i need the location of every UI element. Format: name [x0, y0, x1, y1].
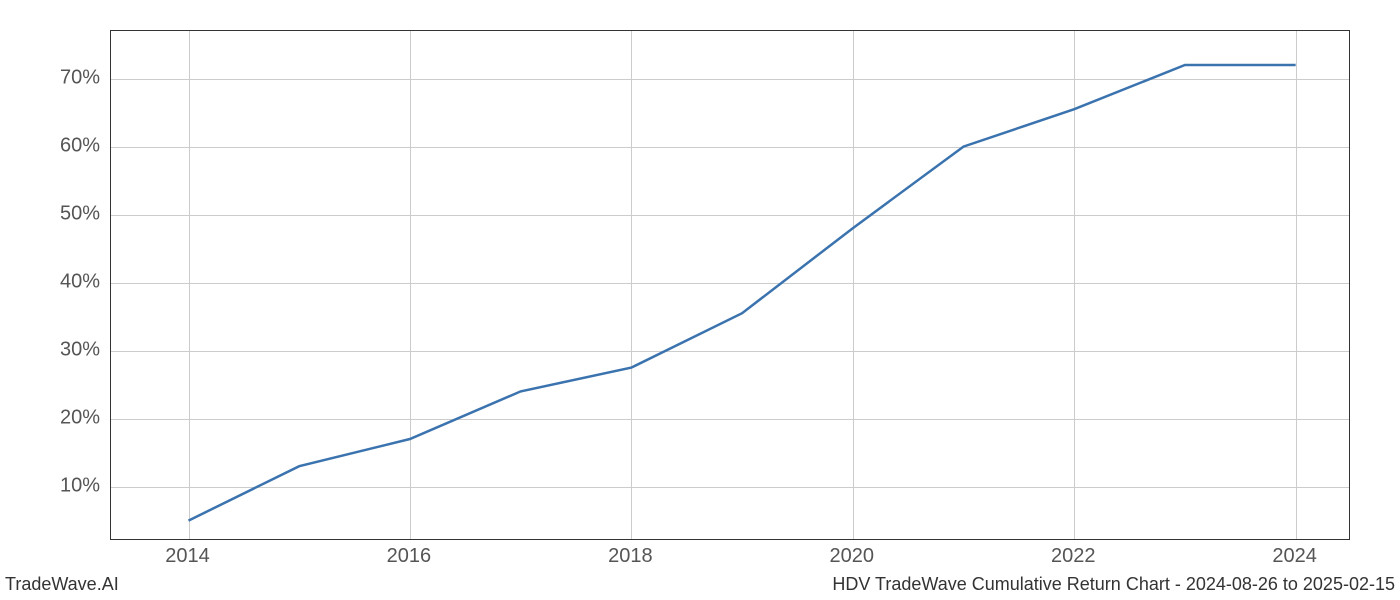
plot-area: [110, 30, 1350, 540]
x-tick-label: 2020: [830, 545, 875, 568]
y-tick-label: 70%: [40, 66, 100, 89]
y-tick-label: 20%: [40, 406, 100, 429]
x-tick-label: 2018: [608, 545, 653, 568]
y-tick-label: 60%: [40, 134, 100, 157]
x-tick-label: 2024: [1272, 545, 1317, 568]
chart-container: [110, 30, 1350, 540]
y-tick-label: 10%: [40, 474, 100, 497]
x-tick-label: 2014: [165, 545, 210, 568]
footer-brand: TradeWave.AI: [5, 574, 119, 595]
line-chart-svg: [111, 31, 1351, 541]
y-tick-label: 30%: [40, 338, 100, 361]
footer-caption: HDV TradeWave Cumulative Return Chart - …: [832, 574, 1395, 595]
y-tick-label: 40%: [40, 270, 100, 293]
y-tick-label: 50%: [40, 202, 100, 225]
x-tick-label: 2016: [387, 545, 432, 568]
x-tick-label: 2022: [1051, 545, 1096, 568]
data-line: [189, 65, 1296, 521]
